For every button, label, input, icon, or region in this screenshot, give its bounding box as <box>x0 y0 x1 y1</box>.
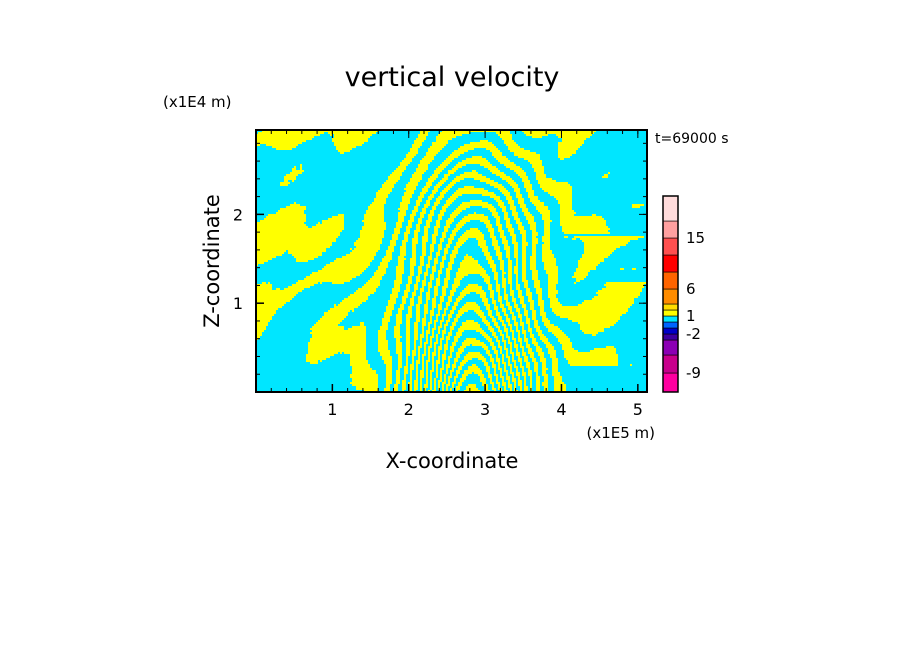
colorbar-cell <box>662 321 679 329</box>
x-scale-note: (x1E5 m) <box>586 424 655 442</box>
colorbar-cell <box>662 254 679 273</box>
y-axis-label: Z-coordinate <box>200 194 224 328</box>
colorbar-cell <box>662 354 679 374</box>
chart-title: vertical velocity <box>345 62 560 93</box>
colorbar: 15 6 1 -2 -9 <box>662 195 705 393</box>
colorbar-cell <box>662 237 679 256</box>
y-tick-label: 2 <box>233 205 243 224</box>
x-tick-label: 2 <box>404 400 414 419</box>
colorbar-cell <box>662 195 679 222</box>
colorbar-cell <box>662 271 679 290</box>
colorbar-label: 15 <box>686 229 705 247</box>
colorbar-cell <box>662 220 679 239</box>
colorbar-label: -9 <box>686 364 701 382</box>
colorbar-cell <box>662 327 679 335</box>
x-tick-label: 5 <box>633 400 643 419</box>
velocity-field <box>256 130 646 392</box>
colorbar-cell <box>662 333 679 341</box>
colorbar-cell <box>662 339 679 356</box>
colorbar-label: 6 <box>686 280 696 298</box>
y-axis: 1 2 Z-coordinate <box>200 194 264 328</box>
colorbar-cell <box>662 315 679 323</box>
colorbar-frame <box>662 195 679 393</box>
x-tick-label: 3 <box>480 400 490 419</box>
time-label: t=69000 s <box>655 131 729 147</box>
x-tick-label: 1 <box>327 400 337 419</box>
x-axis: 1 2 3 4 5 (x1E5 m) X-coordinate <box>327 384 655 473</box>
plot-frame <box>255 129 648 393</box>
plot-area <box>255 129 648 393</box>
x-axis-label: X-coordinate <box>386 449 519 473</box>
colorbar-cell <box>662 372 679 393</box>
y-scale-note: (x1E4 m) <box>163 93 232 111</box>
colorbar-cell <box>662 288 679 305</box>
x-tick-label: 4 <box>556 400 566 419</box>
colorbar-cell <box>662 309 679 317</box>
colorbar-cells <box>662 195 679 393</box>
colorbar-label: -2 <box>686 325 701 343</box>
colorbar-label: 1 <box>686 307 696 325</box>
positive-velocity-region <box>256 130 646 392</box>
y-tick-label: 1 <box>233 294 243 313</box>
colorbar-cell <box>662 303 679 311</box>
